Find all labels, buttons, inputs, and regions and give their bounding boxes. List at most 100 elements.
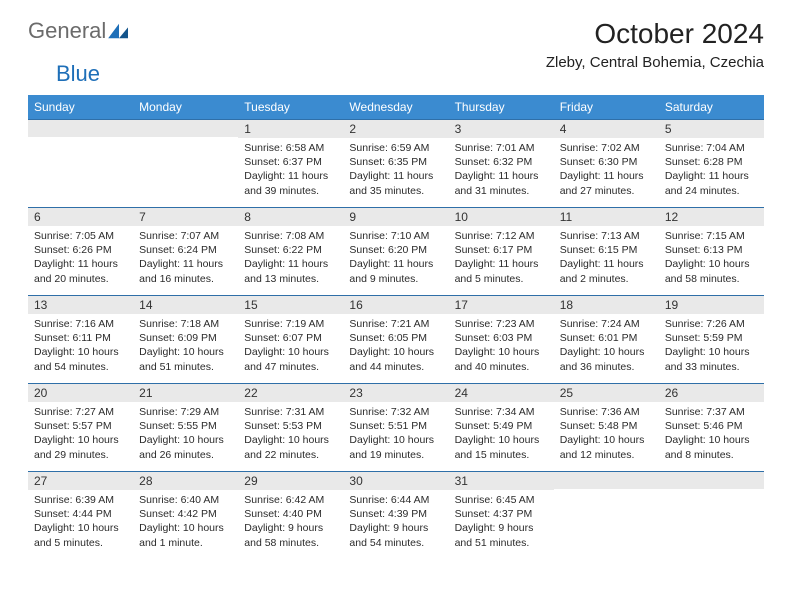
calendar-day-cell: 1Sunrise: 6:58 AMSunset: 6:37 PMDaylight… (238, 120, 343, 208)
day-number: 11 (554, 208, 659, 226)
day-number: 5 (659, 120, 764, 138)
day-details: Sunrise: 7:05 AMSunset: 6:26 PMDaylight:… (28, 226, 133, 291)
day-details: Sunrise: 7:12 AMSunset: 6:17 PMDaylight:… (449, 226, 554, 291)
calendar-day-cell: 25Sunrise: 7:36 AMSunset: 5:48 PMDayligh… (554, 384, 659, 472)
day-details: Sunrise: 7:37 AMSunset: 5:46 PMDaylight:… (659, 402, 764, 467)
calendar-day-cell: 19Sunrise: 7:26 AMSunset: 5:59 PMDayligh… (659, 296, 764, 384)
calendar-week-row: 1Sunrise: 6:58 AMSunset: 6:37 PMDaylight… (28, 120, 764, 208)
calendar-day-cell: 26Sunrise: 7:37 AMSunset: 5:46 PMDayligh… (659, 384, 764, 472)
day-number: 27 (28, 472, 133, 490)
day-details: Sunrise: 7:34 AMSunset: 5:49 PMDaylight:… (449, 402, 554, 467)
calendar-day-cell: 23Sunrise: 7:32 AMSunset: 5:51 PMDayligh… (343, 384, 448, 472)
calendar-week-row: 20Sunrise: 7:27 AMSunset: 5:57 PMDayligh… (28, 384, 764, 472)
day-number: 18 (554, 296, 659, 314)
day-details: Sunrise: 7:23 AMSunset: 6:03 PMDaylight:… (449, 314, 554, 379)
calendar-day-cell: 27Sunrise: 6:39 AMSunset: 4:44 PMDayligh… (28, 472, 133, 560)
day-number: 2 (343, 120, 448, 138)
calendar-day-cell: 17Sunrise: 7:23 AMSunset: 6:03 PMDayligh… (449, 296, 554, 384)
day-details: Sunrise: 7:10 AMSunset: 6:20 PMDaylight:… (343, 226, 448, 291)
calendar-day-cell: 29Sunrise: 6:42 AMSunset: 4:40 PMDayligh… (238, 472, 343, 560)
weekday-header: Saturday (659, 95, 764, 120)
day-details: Sunrise: 7:24 AMSunset: 6:01 PMDaylight:… (554, 314, 659, 379)
calendar-day-cell: 21Sunrise: 7:29 AMSunset: 5:55 PMDayligh… (133, 384, 238, 472)
day-details: Sunrise: 6:44 AMSunset: 4:39 PMDaylight:… (343, 490, 448, 555)
calendar-empty-cell (28, 120, 133, 208)
day-number: 26 (659, 384, 764, 402)
calendar-day-cell: 3Sunrise: 7:01 AMSunset: 6:32 PMDaylight… (449, 120, 554, 208)
day-details: Sunrise: 7:13 AMSunset: 6:15 PMDaylight:… (554, 226, 659, 291)
day-details: Sunrise: 7:26 AMSunset: 5:59 PMDaylight:… (659, 314, 764, 379)
calendar-week-row: 6Sunrise: 7:05 AMSunset: 6:26 PMDaylight… (28, 208, 764, 296)
day-number: 7 (133, 208, 238, 226)
calendar-week-row: 13Sunrise: 7:16 AMSunset: 6:11 PMDayligh… (28, 296, 764, 384)
day-details: Sunrise: 7:21 AMSunset: 6:05 PMDaylight:… (343, 314, 448, 379)
day-number: 21 (133, 384, 238, 402)
calendar-day-cell: 18Sunrise: 7:24 AMSunset: 6:01 PMDayligh… (554, 296, 659, 384)
calendar-day-cell: 5Sunrise: 7:04 AMSunset: 6:28 PMDaylight… (659, 120, 764, 208)
day-number: 31 (449, 472, 554, 490)
calendar-day-cell: 9Sunrise: 7:10 AMSunset: 6:20 PMDaylight… (343, 208, 448, 296)
calendar-day-cell: 24Sunrise: 7:34 AMSunset: 5:49 PMDayligh… (449, 384, 554, 472)
day-details: Sunrise: 7:31 AMSunset: 5:53 PMDaylight:… (238, 402, 343, 467)
calendar-empty-cell (133, 120, 238, 208)
weekday-header: Sunday (28, 95, 133, 120)
calendar-day-cell: 2Sunrise: 6:59 AMSunset: 6:35 PMDaylight… (343, 120, 448, 208)
page-title: October 2024 (546, 18, 764, 50)
calendar-day-cell: 10Sunrise: 7:12 AMSunset: 6:17 PMDayligh… (449, 208, 554, 296)
day-details: Sunrise: 6:42 AMSunset: 4:40 PMDaylight:… (238, 490, 343, 555)
page-subtitle: Zleby, Central Bohemia, Czechia (546, 54, 764, 71)
weekday-header: Thursday (449, 95, 554, 120)
day-number: 13 (28, 296, 133, 314)
calendar-empty-cell (659, 472, 764, 560)
calendar-day-cell: 7Sunrise: 7:07 AMSunset: 6:24 PMDaylight… (133, 208, 238, 296)
calendar-day-cell: 11Sunrise: 7:13 AMSunset: 6:15 PMDayligh… (554, 208, 659, 296)
day-number: 3 (449, 120, 554, 138)
calendar-day-cell: 31Sunrise: 6:45 AMSunset: 4:37 PMDayligh… (449, 472, 554, 560)
day-details: Sunrise: 7:19 AMSunset: 6:07 PMDaylight:… (238, 314, 343, 379)
day-details: Sunrise: 7:32 AMSunset: 5:51 PMDaylight:… (343, 402, 448, 467)
day-number: 1 (238, 120, 343, 138)
calendar-day-cell: 20Sunrise: 7:27 AMSunset: 5:57 PMDayligh… (28, 384, 133, 472)
calendar-table: SundayMondayTuesdayWednesdayThursdayFrid… (28, 95, 764, 560)
day-details: Sunrise: 7:02 AMSunset: 6:30 PMDaylight:… (554, 138, 659, 203)
day-details: Sunrise: 7:07 AMSunset: 6:24 PMDaylight:… (133, 226, 238, 291)
day-number: 10 (449, 208, 554, 226)
day-details: Sunrise: 6:39 AMSunset: 4:44 PMDaylight:… (28, 490, 133, 555)
day-details: Sunrise: 7:36 AMSunset: 5:48 PMDaylight:… (554, 402, 659, 467)
day-number: 23 (343, 384, 448, 402)
weekday-header: Wednesday (343, 95, 448, 120)
day-details: Sunrise: 6:58 AMSunset: 6:37 PMDaylight:… (238, 138, 343, 203)
day-details: Sunrise: 7:27 AMSunset: 5:57 PMDaylight:… (28, 402, 133, 467)
day-number: 25 (554, 384, 659, 402)
day-number: 29 (238, 472, 343, 490)
day-number: 9 (343, 208, 448, 226)
logo-icon (108, 22, 130, 40)
day-details: Sunrise: 7:18 AMSunset: 6:09 PMDaylight:… (133, 314, 238, 379)
day-number: 30 (343, 472, 448, 490)
weekday-header-row: SundayMondayTuesdayWednesdayThursdayFrid… (28, 95, 764, 120)
day-number: 15 (238, 296, 343, 314)
day-details: Sunrise: 7:08 AMSunset: 6:22 PMDaylight:… (238, 226, 343, 291)
day-details: Sunrise: 7:15 AMSunset: 6:13 PMDaylight:… (659, 226, 764, 291)
day-number: 28 (133, 472, 238, 490)
day-details: Sunrise: 7:29 AMSunset: 5:55 PMDaylight:… (133, 402, 238, 467)
day-number: 24 (449, 384, 554, 402)
day-number: 20 (28, 384, 133, 402)
calendar-empty-cell (554, 472, 659, 560)
title-block: October 2024 Zleby, Central Bohemia, Cze… (546, 18, 764, 71)
calendar-day-cell: 6Sunrise: 7:05 AMSunset: 6:26 PMDaylight… (28, 208, 133, 296)
day-number: 12 (659, 208, 764, 226)
day-number: 17 (449, 296, 554, 314)
day-details: Sunrise: 7:16 AMSunset: 6:11 PMDaylight:… (28, 314, 133, 379)
calendar-day-cell: 28Sunrise: 6:40 AMSunset: 4:42 PMDayligh… (133, 472, 238, 560)
calendar-day-cell: 30Sunrise: 6:44 AMSunset: 4:39 PMDayligh… (343, 472, 448, 560)
day-number: 19 (659, 296, 764, 314)
day-details: Sunrise: 6:40 AMSunset: 4:42 PMDaylight:… (133, 490, 238, 555)
calendar-day-cell: 13Sunrise: 7:16 AMSunset: 6:11 PMDayligh… (28, 296, 133, 384)
day-number: 8 (238, 208, 343, 226)
day-details: Sunrise: 6:59 AMSunset: 6:35 PMDaylight:… (343, 138, 448, 203)
day-number: 16 (343, 296, 448, 314)
calendar-week-row: 27Sunrise: 6:39 AMSunset: 4:44 PMDayligh… (28, 472, 764, 560)
logo-text-blue: Blue (56, 61, 100, 87)
weekday-header: Monday (133, 95, 238, 120)
